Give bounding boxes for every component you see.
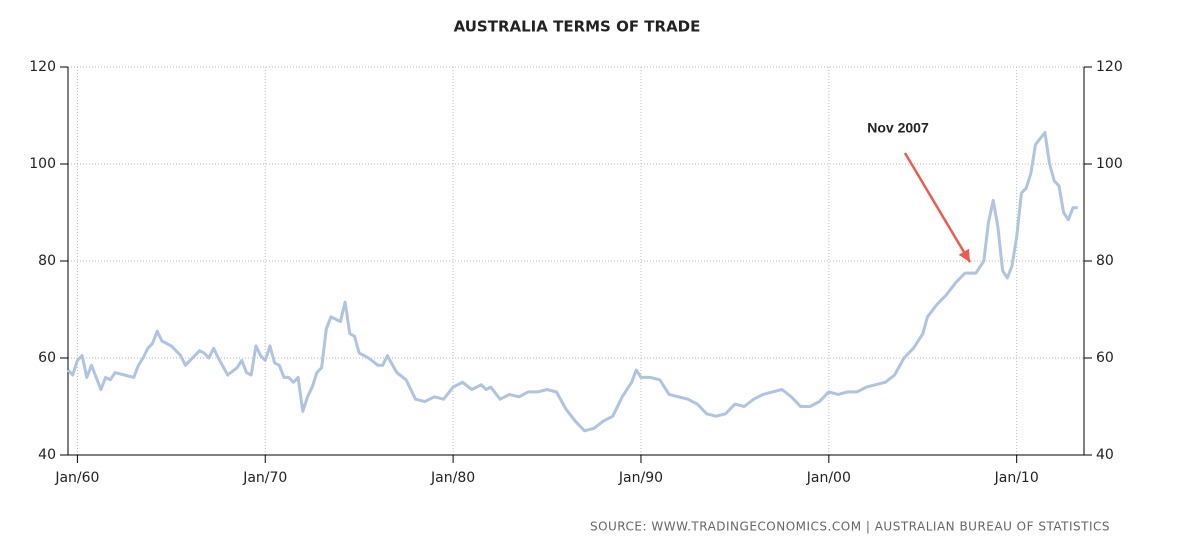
- line: [66, 131, 1078, 433]
- annotation-arrowhead: [958, 248, 970, 263]
- y-tick-label: 80: [38, 253, 56, 269]
- annotation-arrow: [903, 152, 972, 263]
- x-tick-label: Jan/00: [806, 470, 851, 486]
- y-tick-label: 60: [38, 350, 56, 366]
- y-tick-label: 40: [38, 447, 56, 463]
- x-tick-label: Jan/10: [994, 470, 1039, 486]
- y2-tick-label: 80: [1096, 253, 1114, 269]
- y2-tick-label: 60: [1096, 350, 1114, 366]
- y2-tick-label: 120: [1096, 59, 1123, 75]
- x-tick-label: Jan/80: [430, 470, 475, 486]
- source: SOURCE: WWW.TRADINGECONOMICS.COM | AUSTR…: [590, 520, 1110, 534]
- y-tick-label: 100: [29, 156, 56, 172]
- x-tick-label: Jan/70: [242, 470, 287, 486]
- y2-tick-label: 100: [1096, 156, 1123, 172]
- x-tick-label: Jan/90: [618, 470, 663, 486]
- y-tick-label: 120: [29, 59, 56, 75]
- chart-title: AUSTRALIA TERMS OF TRADE: [454, 18, 701, 36]
- y2-tick-label: 40: [1096, 447, 1114, 463]
- annotation-text: Nov 2007: [867, 120, 929, 136]
- x-tick-label: Jan/60: [54, 470, 99, 486]
